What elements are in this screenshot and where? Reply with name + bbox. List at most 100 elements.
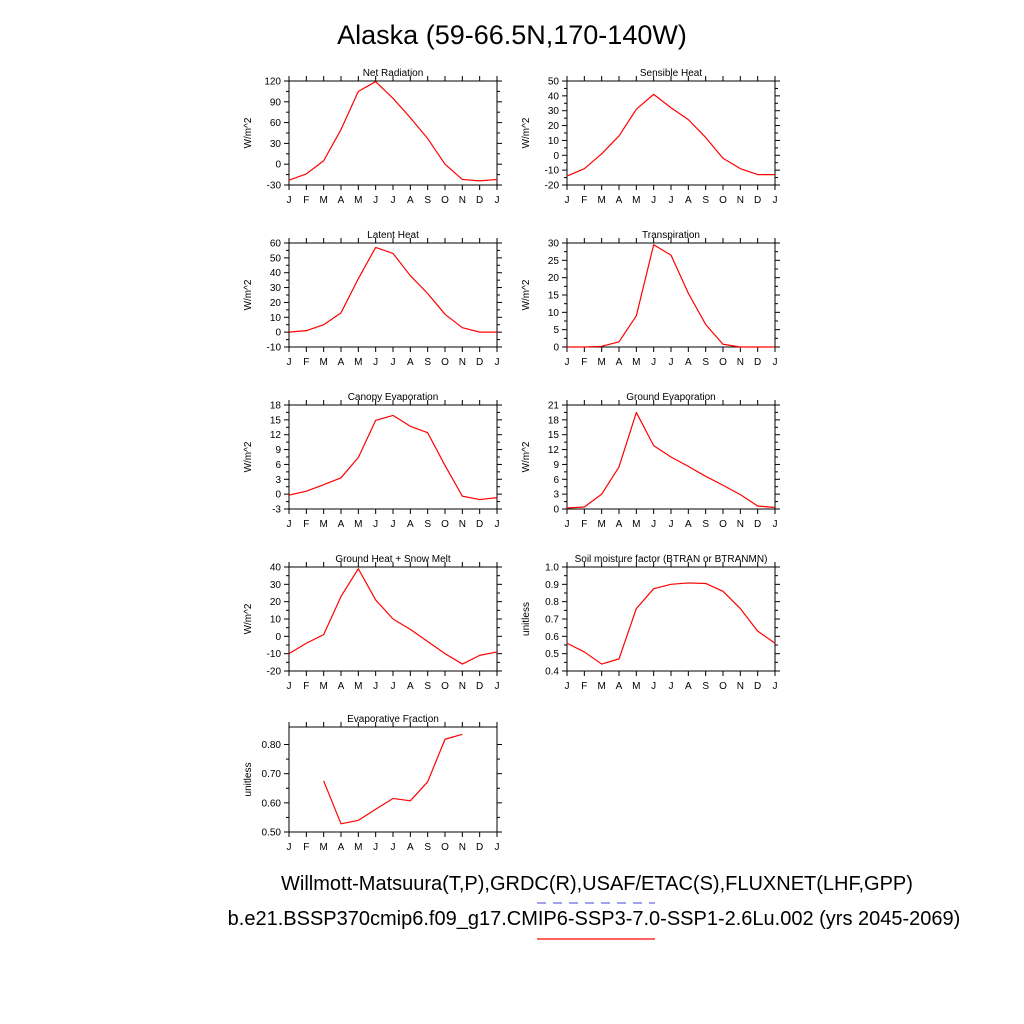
y-tick-label: 0.8: [545, 597, 559, 608]
y-tick-label: 25: [548, 256, 560, 267]
panel-7: Ground Heat + Snow Melt W/m^2 -20 -10 0 10 20 3…: [243, 554, 502, 692]
x-tick-label: N: [459, 842, 466, 853]
x-tick-label: J: [391, 519, 396, 530]
series-line: [566, 93, 775, 177]
panel-8: Soil moisture factor (BTRAN or BTRANMN) u…: [521, 554, 780, 692]
panel-title: Latent Heat: [367, 230, 419, 241]
y-tick-label: 60: [270, 239, 282, 250]
y-tick-label: -20: [545, 181, 560, 192]
y-tick-label: 0.60: [262, 798, 282, 809]
x-tick-label: J: [373, 681, 378, 692]
y-tick-label: 90: [270, 97, 282, 108]
x-tick-label: J: [773, 519, 778, 530]
series-line: [288, 81, 498, 182]
y-tick-label: 30: [548, 106, 560, 117]
x-tick-label: M: [319, 842, 327, 853]
x-tick-label: J: [287, 519, 292, 530]
panel-9: Evaporative Fraction unitless 0.50 0.60 0.70…: [243, 714, 502, 853]
y-tick-label: 0: [275, 490, 281, 501]
y-axis-label: unitless: [521, 602, 532, 636]
panel-title: Ground Heat + Snow Melt: [335, 554, 451, 565]
footer-line-2: b.e21.BSSP370cmip6.f09_g17.CMIP6-SSP3-7.…: [228, 908, 961, 930]
panel-title: Net Radiation: [363, 68, 424, 79]
x-tick-label: A: [338, 519, 345, 530]
y-tick-label: 10: [548, 308, 560, 319]
x-tick-label: F: [303, 681, 309, 692]
y-tick-label: 0.50: [262, 828, 282, 839]
x-tick-label: N: [737, 195, 744, 206]
y-axis-label: unitless: [243, 763, 254, 797]
y-tick-label: 10: [270, 313, 282, 324]
y-tick-label: 0: [553, 505, 559, 516]
x-tick-label: J: [773, 195, 778, 206]
x-tick-label: A: [616, 195, 623, 206]
x-tick-label: J: [669, 357, 674, 368]
x-tick-label: N: [737, 357, 744, 368]
panel-title: Ground Evaporation: [626, 392, 716, 403]
x-tick-label: S: [702, 357, 709, 368]
x-tick-label: N: [737, 681, 744, 692]
x-tick-label: J: [651, 681, 656, 692]
x-tick-label: S: [424, 842, 431, 853]
x-tick-label: M: [632, 195, 640, 206]
y-axis-label: W/m^2: [521, 441, 532, 472]
x-tick-label: J: [373, 842, 378, 853]
x-tick-label: J: [565, 519, 570, 530]
y-tick-label: 0: [553, 343, 559, 354]
x-tick-label: M: [632, 681, 640, 692]
panel-title: Evaporative Fraction: [347, 714, 439, 725]
y-tick-label: 30: [270, 139, 282, 150]
y-tick-label: 9: [553, 460, 559, 471]
x-tick-label: A: [685, 357, 692, 368]
x-tick-label: D: [476, 842, 483, 853]
x-tick-label: M: [354, 842, 362, 853]
series-line: [566, 582, 776, 665]
plot-frame: [566, 566, 776, 672]
y-tick-label: 50: [548, 77, 560, 88]
x-tick-label: M: [354, 195, 362, 206]
x-tick-label: J: [373, 195, 378, 206]
x-tick-label: S: [424, 357, 431, 368]
x-tick-label: J: [669, 681, 674, 692]
y-tick-label: 40: [270, 268, 282, 279]
x-tick-label: M: [319, 519, 327, 530]
x-tick-label: J: [287, 681, 292, 692]
x-tick-label: F: [581, 357, 587, 368]
x-tick-label: A: [616, 357, 623, 368]
y-tick-label: 6: [275, 460, 281, 471]
x-tick-label: O: [441, 519, 449, 530]
x-tick-label: S: [702, 681, 709, 692]
series-line: [567, 244, 775, 348]
y-axis-label: W/m^2: [521, 117, 532, 148]
y-tick-label: 30: [270, 580, 282, 591]
y-tick-label: 10: [270, 615, 282, 626]
y-axis-label: W/m^2: [243, 603, 254, 634]
y-tick-label: 0.5: [545, 649, 559, 660]
y-tick-label: 120: [264, 77, 281, 88]
x-tick-label: O: [719, 681, 727, 692]
x-tick-label: J: [495, 842, 500, 853]
x-tick-label: D: [754, 519, 761, 530]
x-tick-label: J: [373, 519, 378, 530]
x-tick-label: J: [391, 195, 396, 206]
y-tick-label: 6: [553, 475, 559, 486]
x-tick-label: M: [597, 519, 605, 530]
y-tick-label: 20: [548, 121, 560, 132]
panel-title: Canopy Evaporation: [348, 392, 439, 403]
x-tick-label: A: [407, 195, 414, 206]
y-tick-label: 50: [270, 253, 282, 264]
x-tick-label: O: [719, 195, 727, 206]
y-axis-label: W/m^2: [243, 441, 254, 472]
x-tick-label: D: [754, 195, 761, 206]
x-tick-label: A: [616, 519, 623, 530]
y-tick-label: -30: [267, 181, 282, 192]
plot-frame: [288, 242, 498, 348]
x-tick-label: F: [581, 681, 587, 692]
x-tick-label: J: [287, 195, 292, 206]
x-tick-label: F: [581, 519, 587, 530]
x-tick-label: A: [407, 519, 414, 530]
y-tick-label: 60: [270, 118, 282, 129]
